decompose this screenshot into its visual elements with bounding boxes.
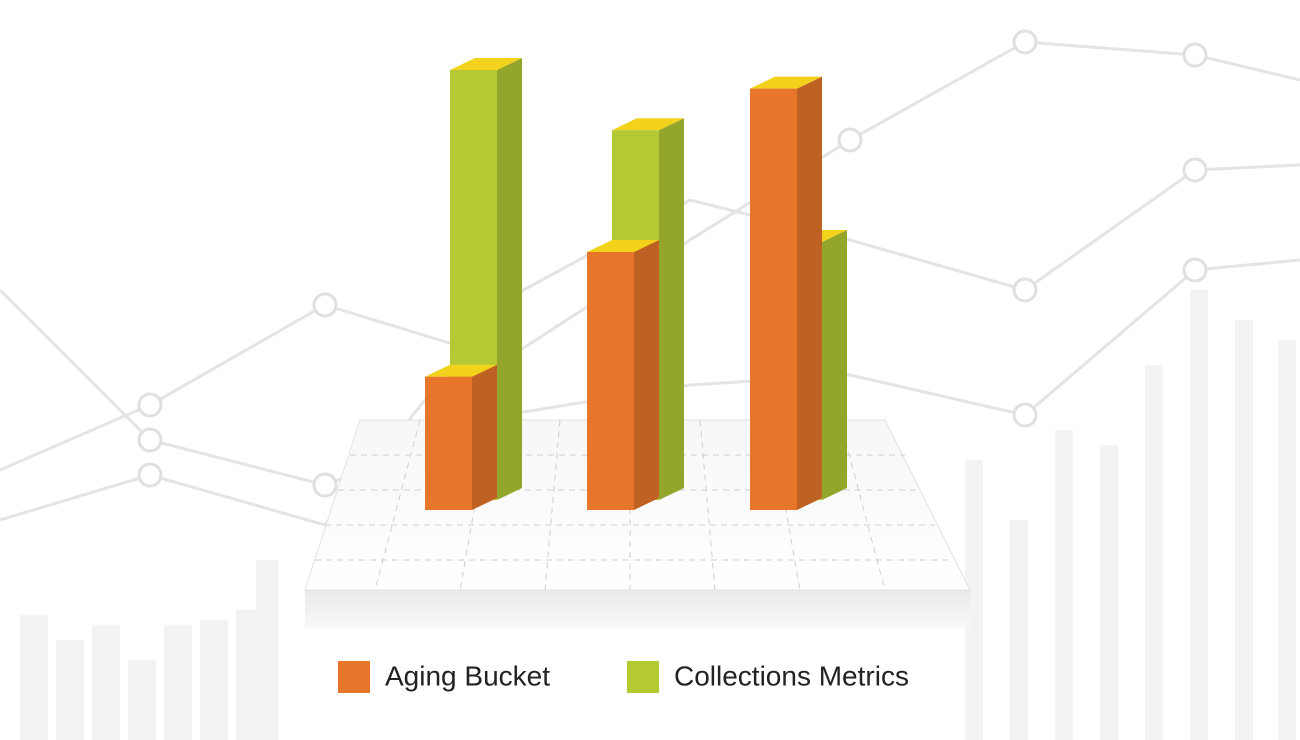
legend: Aging Bucket Collections Metrics [338,660,909,693]
bar-side [659,118,684,500]
bar-side [797,76,822,510]
bar-side [822,230,847,500]
legend-label: Collections Metrics [674,660,909,691]
legend-swatch [338,661,370,693]
bars [425,58,847,510]
bar [750,76,822,510]
background-decoration [0,29,1300,740]
bar [425,364,497,510]
bar-top [450,58,522,70]
bar-top [425,364,497,377]
bar-front [425,376,472,510]
bar-side [634,240,659,510]
bar-side [497,58,522,500]
legend-swatch [627,661,659,693]
bar [587,240,659,510]
bar-top [612,118,684,131]
bar-top [587,240,659,252]
bar-side [472,364,497,510]
bar-top [750,76,822,89]
bar-front [587,252,634,510]
bar-front [750,88,797,510]
legend-label: Aging Bucket [385,660,550,691]
